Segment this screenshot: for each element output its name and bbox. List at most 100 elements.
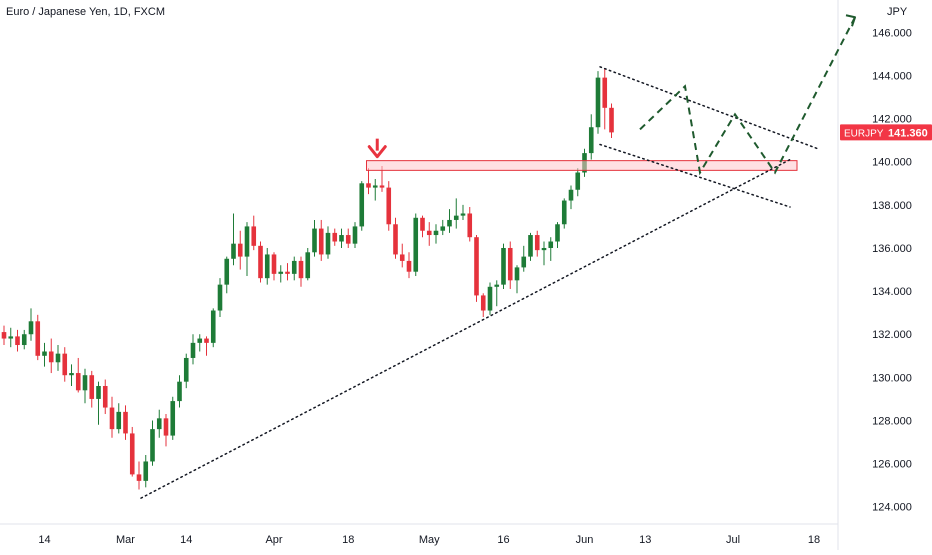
candle-body [170, 401, 176, 436]
candle-body [82, 375, 88, 391]
candle-body [433, 230, 439, 236]
time-tick-label: 14 [180, 534, 192, 546]
candle-body [264, 254, 270, 279]
candle-body [406, 260, 412, 272]
projected-path-arrowhead [845, 14, 856, 27]
candle-body [204, 338, 209, 343]
candle-body [136, 474, 142, 481]
candle-body [190, 342, 196, 358]
candle-body [548, 241, 554, 248]
candle-body [150, 429, 155, 462]
candle-body [393, 224, 398, 255]
time-tick-label: Jun [576, 534, 594, 546]
price-tick-label: 140.000 [872, 157, 912, 169]
time-tick-label: 18 [342, 534, 354, 546]
candle-body [210, 310, 216, 343]
price-tag-value: 141.360 [888, 127, 928, 139]
candle-body [399, 254, 405, 261]
candle-body [109, 407, 115, 430]
candle-body [231, 243, 236, 259]
candle-body [197, 338, 203, 343]
candle-body [575, 172, 581, 190]
drawing-overlays [140, 14, 856, 499]
candle-body [143, 461, 149, 481]
candle-body [271, 254, 277, 274]
candle-body [224, 258, 230, 285]
trendline [140, 158, 791, 499]
candle-body [69, 373, 74, 376]
price-tick-label: 134.000 [872, 286, 912, 298]
time-axis-labels: 14 Mar 14 Apr 18 May 16 Jun 13 Jul 18 [38, 534, 820, 546]
price-axis-labels: 146.000 144.000 142.000 140.000 138.000 136.0… [872, 27, 912, 513]
candle-body [386, 187, 392, 225]
candle-body [514, 267, 520, 281]
price-tick-label: 130.000 [872, 372, 912, 384]
candle-body [359, 183, 365, 227]
candle-body [62, 353, 68, 376]
candle-body [163, 418, 169, 436]
candle-body [487, 286, 493, 311]
candle-body [8, 336, 14, 339]
candle-body [480, 295, 486, 311]
price-tick-label: 144.000 [872, 70, 912, 82]
candle-body [183, 357, 189, 382]
candle-body [102, 385, 108, 408]
price-tick-label: 146.000 [872, 27, 912, 39]
candle-body [453, 215, 459, 220]
candle-body [28, 321, 34, 335]
resistance-zone [366, 160, 798, 171]
candle-body [555, 224, 560, 242]
candle-body [35, 321, 41, 356]
candle-body [244, 226, 250, 257]
candle-body [96, 385, 101, 399]
candle-body [332, 232, 338, 242]
symbol-title[interactable]: Euro / Japanese Yen, 1D, FXCM [6, 6, 165, 18]
price-tick-label: 142.000 [872, 114, 912, 126]
candle-body [602, 77, 608, 108]
candle-body [251, 226, 257, 246]
time-tick-label: 18 [808, 534, 820, 546]
trendline [599, 143, 791, 208]
down-arrow-head [367, 145, 387, 159]
currency-label: JPY [887, 6, 908, 18]
candle-body [21, 334, 27, 346]
candle-body [305, 252, 311, 279]
candle-body [561, 200, 567, 225]
candle-body [177, 381, 182, 402]
last-price-tag: EURJPY 141.360 [840, 124, 932, 141]
candle-body [345, 235, 351, 244]
candle-body [217, 284, 223, 311]
candle-body [474, 237, 479, 296]
time-tick-label: Jul [726, 534, 740, 546]
candle-body [507, 247, 513, 281]
candle-body [291, 260, 297, 274]
candle-body [15, 336, 20, 346]
price-tick-label: 136.000 [872, 243, 912, 255]
candle-body [521, 256, 527, 268]
candle-body [278, 271, 284, 274]
candle-body [312, 228, 317, 253]
candle-body [528, 235, 533, 257]
candle-body [541, 247, 547, 251]
candle-body [42, 351, 47, 356]
candle-body [298, 260, 304, 279]
candle-body [588, 127, 594, 154]
candle-body [285, 271, 290, 274]
candle-body [366, 183, 371, 188]
price-tick-label: 132.000 [872, 329, 912, 341]
price-tag-background [840, 124, 932, 141]
candle-body [534, 235, 540, 251]
candle-body [123, 411, 128, 434]
candle-body [609, 107, 614, 133]
projected-path [639, 16, 856, 176]
candle-body [325, 232, 331, 255]
time-tick-label: Apr [265, 534, 282, 546]
time-tick-label: 13 [639, 534, 651, 546]
price-tick-label: 124.000 [872, 502, 912, 514]
candle-body [595, 77, 601, 128]
time-tick-label: Mar [116, 534, 135, 546]
candle-body [420, 217, 425, 231]
